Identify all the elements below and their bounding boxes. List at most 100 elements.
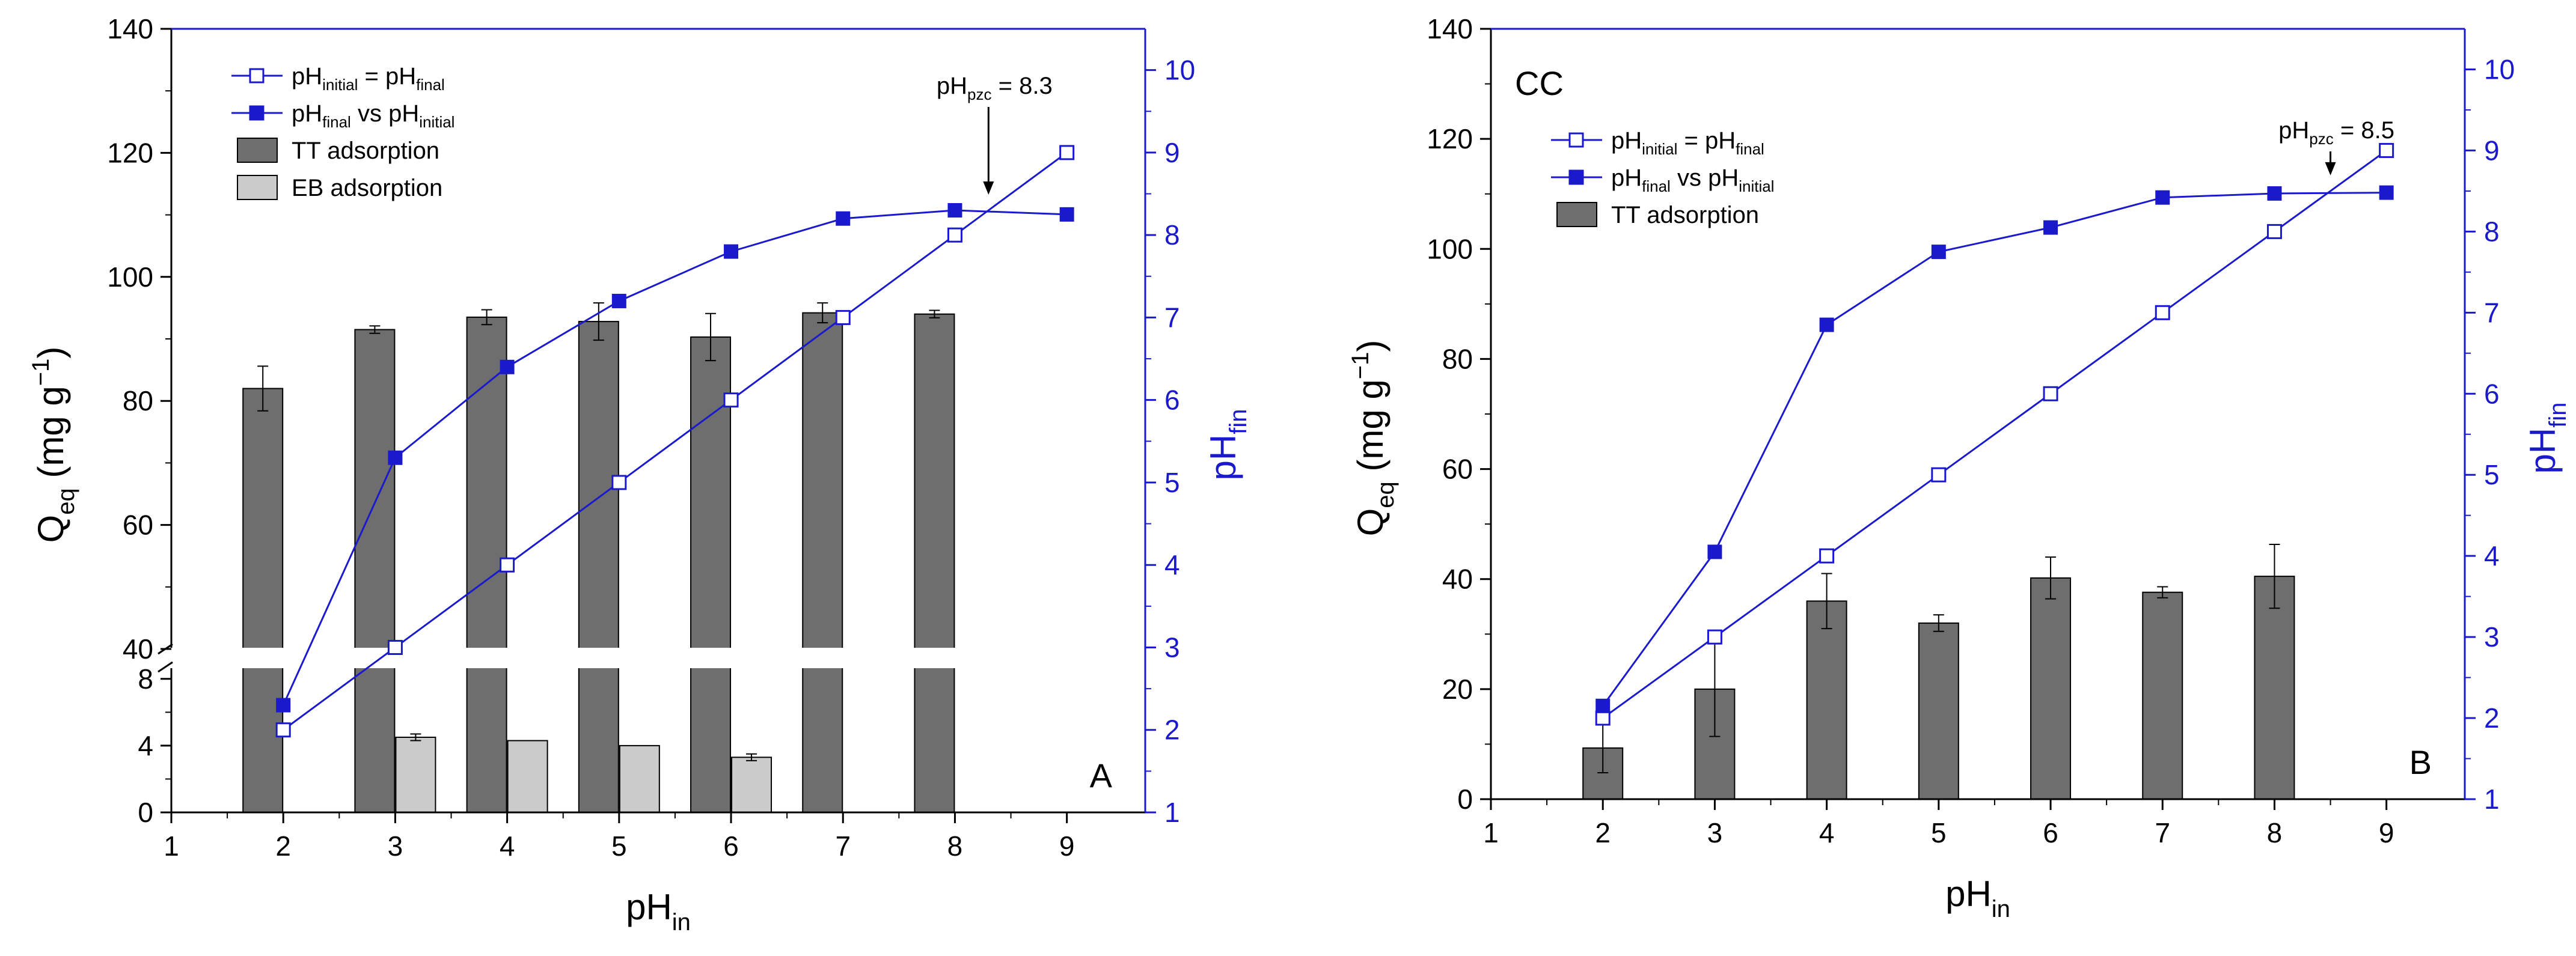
y-axis-title-units: (mg g [1350,379,1390,481]
point-open [835,309,851,325]
x-axis-title-sub: in [672,909,691,936]
bar [395,737,436,813]
series-line [1602,150,2387,719]
y-tick-label: 140 [1427,13,1473,44]
y-axis-title-sub: eq [1372,481,1399,508]
bar [242,388,284,813]
y-axis-title-main: Q [31,515,71,543]
y-tick-label: 0 [1457,784,1473,815]
point-filled [611,293,626,308]
legend-label-main: pH [1611,127,1642,154]
pzc-annotation-main: pH [2278,117,2309,144]
point-open [947,227,962,243]
pzc-annotation-sub: pzc [967,85,991,103]
legend-label-mid: vs pH [1671,165,1739,191]
y-axis-title: Qeq (mg g−1) [1347,340,1399,537]
y2-tick-label: 9 [2484,135,2500,166]
y-tick-label: 8 [138,663,153,695]
legend-label-sub: final [1736,140,1764,158]
x-tick-label: 4 [1819,817,1835,848]
y2-tick-label: 8 [2484,216,2500,247]
legend-label-sub: initial [1739,177,1774,195]
x-tick-label: 2 [1595,817,1611,848]
legend-label: pHinitial = pHfinal [292,63,445,94]
point-open [275,722,291,738]
y-tick-label: 60 [1442,454,1473,485]
point-filled [1059,207,1074,222]
legend-label-sub: initial [322,76,358,94]
point-open [2043,386,2058,401]
legend-marker [249,105,265,121]
point-open [1059,145,1075,160]
legend-label: EB adsorption [292,175,442,201]
legend-label: TT adsorption [1611,202,1759,228]
x-tick-label: 8 [2267,817,2283,848]
point-filled [1595,698,1611,713]
legend-label-main: pH [1611,165,1642,191]
y-tick-label: 100 [107,261,153,293]
bar [2030,577,2072,800]
legend-swatch [237,138,278,163]
point-open [1707,629,1722,645]
x-tick-label: 8 [947,830,963,862]
chart-panel-A: 1 2 3 4 5 6 7 8 904840608010012014012345678910pH… [28,13,1252,936]
point-open [723,392,739,408]
bar [1806,600,1847,800]
y-tick-label: 40 [123,633,153,665]
y2-axis-title-sub: fin [2545,403,2571,428]
y2-tick-label: 2 [1164,714,1180,746]
y2-tick-label: 5 [2484,459,2500,490]
legend-label-sub: initial [1642,140,1677,158]
legend-label: TT adsorption [292,138,439,164]
y2-tick-label: 1 [2484,784,2500,815]
point-filled [947,202,962,218]
legend-label-sub: final [1642,177,1671,195]
y2-tick-label: 5 [1164,467,1180,498]
y2-tick-label: 7 [1164,302,1180,333]
legend-label-mid: = pH [358,63,416,90]
series-line [283,151,1068,731]
bar [2142,591,2183,800]
y2-tick-label: 3 [2484,621,2500,653]
point-open [1931,467,1947,483]
bar [690,336,732,813]
y-axis-title-exp: −1 [28,359,54,386]
y-tick-label: 40 [1442,564,1473,595]
pzc-annotation: pHpzc = 8.3 [937,73,1053,103]
legend-marker [1568,132,1584,148]
x-tick-label: 3 [388,830,403,862]
y-axis-title-sub: eq [53,488,79,515]
x-tick-label: 9 [1059,830,1075,862]
legend-label-sub: final [322,113,351,131]
x-tick-label: 7 [2155,817,2170,848]
y2-tick-label: 8 [1164,219,1180,251]
point-open [500,557,515,573]
point-filled [500,359,515,374]
y2-tick-label: 10 [2484,53,2515,85]
y-tick-label: 20 [1442,674,1473,705]
bar [507,740,548,813]
x-axis-title: pHin [1945,874,2010,922]
panel-letter: A [1090,757,1113,794]
y-tick-label: 120 [107,137,153,168]
bar [354,329,396,813]
y-tick-label: 60 [123,510,153,541]
x-tick-label: 7 [835,830,851,862]
bar [731,757,772,814]
x-tick-label: 6 [2043,817,2058,848]
y2-axis-title-sub: fin [1225,409,1252,434]
point-open [2266,224,2282,239]
pzc-annotation-rest: = 8.3 [992,73,1053,99]
legend-label: pHinitial = pHfinal [1611,127,1764,158]
point-open [2155,305,2170,320]
y2-tick-label: 6 [1164,385,1180,416]
y-tick-label: 100 [1427,233,1473,264]
pzc-annotation-sub: pzc [2309,130,2333,148]
legend-marker [1568,169,1584,185]
legend-swatch [237,175,278,200]
y-tick-label: 0 [138,797,153,828]
bar [2254,576,2295,800]
legend-label-main: EB adsorption [292,175,442,201]
y2-axis-title-main: pH [2522,428,2563,474]
y2-tick-label: 4 [2484,540,2500,571]
